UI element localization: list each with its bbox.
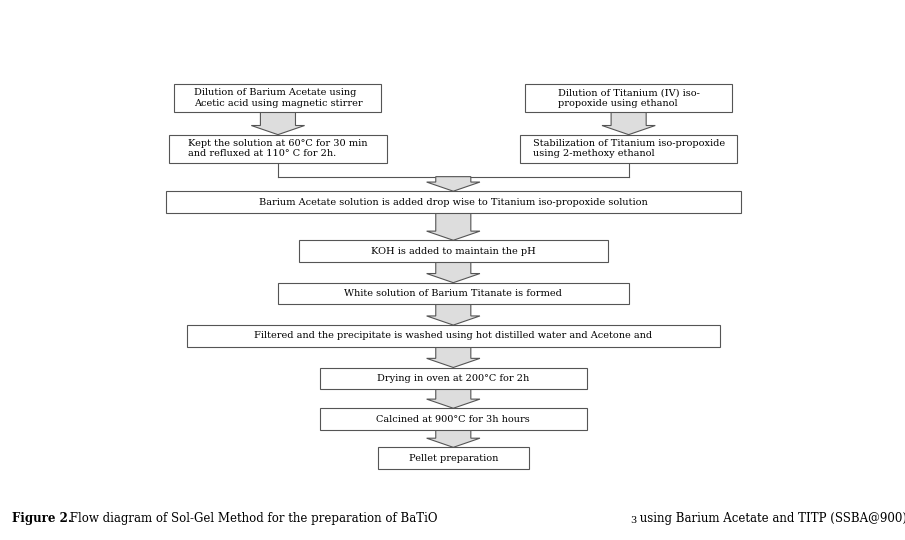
Polygon shape	[426, 430, 480, 447]
FancyBboxPatch shape	[378, 447, 529, 469]
Polygon shape	[426, 177, 480, 191]
Text: 3: 3	[630, 516, 636, 525]
FancyBboxPatch shape	[166, 191, 741, 213]
FancyBboxPatch shape	[320, 368, 586, 389]
Polygon shape	[426, 213, 480, 240]
FancyBboxPatch shape	[519, 134, 738, 163]
Text: Flow diagram of Sol-Gel Method for the preparation of BaTiO: Flow diagram of Sol-Gel Method for the p…	[66, 512, 437, 525]
Text: Figure 2.: Figure 2.	[12, 512, 71, 525]
Text: Drying in oven at 200°C for 2h: Drying in oven at 200°C for 2h	[377, 374, 529, 383]
FancyBboxPatch shape	[169, 134, 386, 163]
Text: KOH is added to maintain the pH: KOH is added to maintain the pH	[371, 247, 536, 255]
Text: Dilution of Barium Acetate using
Acetic acid using magnetic stirrer: Dilution of Barium Acetate using Acetic …	[194, 89, 362, 108]
Text: Dilution of Titanium (IV) iso-
propoxide using ethanol: Dilution of Titanium (IV) iso- propoxide…	[557, 89, 700, 108]
Polygon shape	[252, 112, 305, 134]
Polygon shape	[426, 347, 480, 368]
Polygon shape	[426, 305, 480, 325]
Text: using Barium Acetate and TITP (SSBA@900).: using Barium Acetate and TITP (SSBA@900)…	[636, 512, 905, 525]
Polygon shape	[426, 262, 480, 282]
Text: Stabilization of Titanium iso-propoxide
using 2-methoxy ethanol: Stabilization of Titanium iso-propoxide …	[532, 139, 725, 159]
Text: Pellet preparation: Pellet preparation	[408, 454, 498, 463]
FancyBboxPatch shape	[186, 325, 719, 347]
Polygon shape	[426, 389, 480, 408]
FancyBboxPatch shape	[320, 408, 586, 430]
FancyBboxPatch shape	[525, 84, 732, 112]
Text: Kept the solution at 60°C for 30 min
and refluxed at 110° C for 2h.: Kept the solution at 60°C for 30 min and…	[188, 139, 367, 159]
FancyBboxPatch shape	[299, 240, 607, 262]
FancyBboxPatch shape	[175, 84, 381, 112]
Text: Barium Acetate solution is added drop wise to Titanium iso-propoxide solution: Barium Acetate solution is added drop wi…	[259, 198, 648, 206]
Text: White solution of Barium Titanate is formed: White solution of Barium Titanate is for…	[345, 289, 562, 298]
Polygon shape	[602, 112, 655, 134]
Text: Filtered and the precipitate is washed using hot distilled water and Acetone and: Filtered and the precipitate is washed u…	[254, 332, 653, 340]
Text: Calcined at 900°C for 3h hours: Calcined at 900°C for 3h hours	[376, 415, 530, 423]
FancyBboxPatch shape	[278, 282, 629, 305]
